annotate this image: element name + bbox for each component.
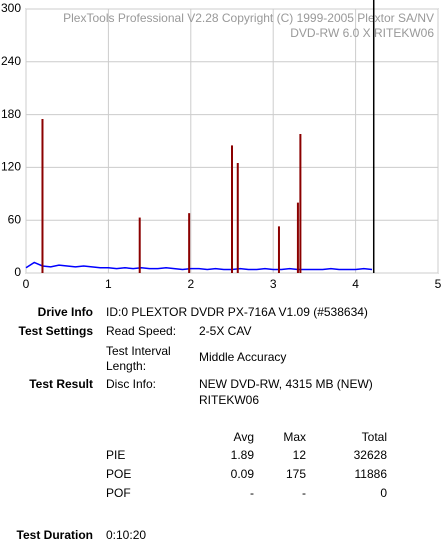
value: NEW DVD-RW, 4315 MB (NEW) (199, 377, 373, 391)
x-tick-label: 2 (187, 277, 194, 291)
value: Middle Accuracy (199, 350, 286, 364)
stats-cell: - (250, 486, 254, 500)
stats-cell: 11886 (355, 467, 388, 481)
pie-line (25, 261, 373, 271)
stats-cell: 175 (286, 467, 306, 481)
label: Disc Info: (106, 377, 156, 391)
stats-cell: - (302, 486, 306, 500)
label: Test Duration (17, 528, 93, 542)
y-tick-label: 0 (14, 265, 21, 279)
label: Test Result (29, 377, 93, 391)
label: Test Settings (19, 324, 94, 338)
header: DVD-RW 6.0 X RITEKW06 (290, 26, 434, 40)
stats-header: Total (362, 430, 387, 444)
value: 0:10:20 (106, 528, 146, 542)
x-tick-label: 1 (105, 277, 112, 291)
stats-cell: 0 (380, 486, 387, 500)
y-tick-label: 180 (1, 107, 21, 121)
stats-cell: POE (106, 467, 131, 481)
x-tick-label: 5 (435, 277, 442, 291)
plot: 0 60 120 180 240 300 0 1 2 3 4 5 PlexTools Professio… (1, 0, 442, 291)
x-tick-label: 0 (23, 277, 30, 291)
x-tick-label: 4 (352, 277, 359, 291)
stats-header: Avg (234, 430, 254, 444)
stats-cell: POF (106, 486, 131, 500)
value: 2-5X CAV (199, 324, 251, 338)
stats-cell: PIE (106, 448, 125, 462)
x-tick-label: 3 (270, 277, 277, 291)
label: Test Interval (106, 344, 171, 358)
stats-cell: 12 (293, 448, 307, 462)
label: Length: (106, 359, 146, 373)
y-tick-label: 60 (8, 212, 22, 226)
value: RITEKW06 (199, 393, 259, 407)
y-tick-label: 120 (1, 160, 21, 174)
y-tick-label: 300 (1, 1, 21, 15)
stats-table: Avg Max Total PIE 1.89 12 32628 POE 0.09 175 11886… (106, 430, 387, 500)
stats-header: Max (283, 430, 306, 444)
stats-cell: 1.89 (231, 448, 255, 462)
label: Read Speed: (106, 324, 176, 338)
header: PlexTools Professional V2.28 Copyright (… (63, 11, 434, 25)
stats-cell: 32628 (354, 448, 388, 462)
value: ID:0 PLEXTOR DVDR PX-716A V1.09 (#538634… (106, 305, 368, 319)
stats-cell: 0.09 (231, 467, 255, 481)
y-tick-label: 240 (1, 54, 21, 68)
label: Drive Info (38, 305, 93, 319)
